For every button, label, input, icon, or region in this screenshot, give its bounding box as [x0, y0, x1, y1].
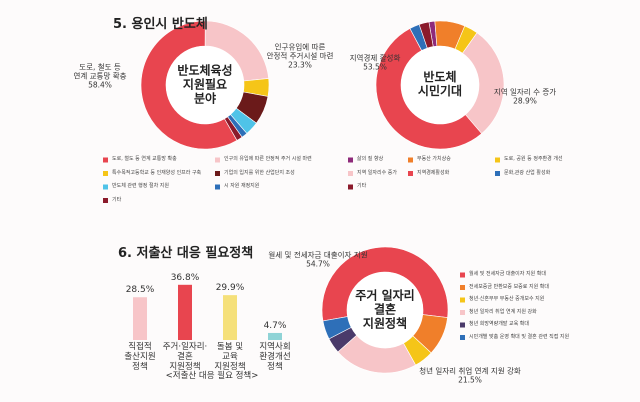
- legend-swatch: [348, 157, 353, 163]
- legend-swatch: [495, 157, 500, 163]
- legend-swatch: [103, 184, 108, 190]
- bar: [133, 297, 147, 340]
- legend-swatch: [460, 285, 465, 290]
- legend-swatch: [348, 171, 353, 176]
- legend-label: 기타: [112, 196, 122, 203]
- donut-hole: [166, 46, 244, 124]
- legend-label: 삶의 질 향상: [357, 156, 384, 163]
- legend-swatch: [215, 184, 220, 190]
- legend-label: 지역경제활성화: [417, 169, 450, 176]
- value-label: 23.3%: [288, 60, 312, 70]
- category-label: 직접적 출산지원 정책: [124, 342, 156, 372]
- section-title: 5. 용인시 반도체: [113, 17, 208, 32]
- callout-label: 청년 일자리 취업 연계 지원 강화: [419, 366, 521, 376]
- legend-label: 청년 희망역량개발 교육 확대: [469, 321, 529, 328]
- value-label: 54.7%: [306, 259, 330, 269]
- bar: [178, 284, 192, 340]
- value-label: 53.5%: [363, 62, 387, 72]
- legend-swatch: [460, 272, 465, 278]
- legend-label: 인구의 유입에 따른 안정적 주거 시설 마련: [224, 156, 312, 163]
- legend-swatch: [103, 171, 108, 176]
- donut-hole: [401, 46, 479, 124]
- category-label: 지역사회 환경개선 정책: [259, 342, 291, 372]
- center-label: 반도체육성 지원필요 분야: [177, 63, 233, 105]
- legend-label: 도로, 철도 등 연계 교통망 확충: [112, 156, 177, 163]
- legend-swatch: [495, 171, 500, 176]
- legend-label: 지역 일자리수 증가: [357, 169, 397, 176]
- value-label: 36.8%: [170, 272, 200, 283]
- legend-label: 기타: [357, 183, 367, 190]
- legend-swatch: [103, 157, 108, 163]
- legend-swatch: [408, 157, 413, 163]
- bar: [223, 295, 237, 340]
- center-label: 반도체 시민기대: [417, 70, 463, 98]
- legend-swatch: [348, 184, 353, 190]
- legend-swatch: [103, 198, 108, 203]
- legend-swatch: [460, 335, 465, 340]
- legend-swatch: [460, 297, 465, 303]
- legend-label: 월세 및 전세자금 대출이자 지원 확대: [469, 271, 546, 278]
- legend-label: 기업의 입지를 위한 산업단지 조성: [224, 169, 295, 176]
- callout-label: 인구유입에 따른 안정적 주거시설 마련: [266, 42, 334, 60]
- callout-label: 월세 및 전세자금 대출이자 지원: [268, 250, 368, 260]
- value-label: 58.4%: [88, 80, 112, 90]
- legend-label: 청년 일자리 취업 연계 지원 강화: [469, 308, 537, 315]
- category-label: 주거·일자리· 결혼 지원정책: [162, 342, 208, 372]
- legend-label: 시 자원 재정지원: [224, 183, 260, 190]
- legend-swatch: [460, 322, 465, 328]
- category-label: 돌봄 및 교육 지원정책: [214, 342, 246, 372]
- callout-label: 지역경제 활성화: [349, 53, 401, 63]
- legend-label: 문화,관광 산업 활성화: [504, 169, 551, 176]
- legend-label: 전세보증금 반환보증 보증료 지원 확대: [469, 283, 549, 290]
- legend-label: 시민개별 맞춤 운영 확대 및 결혼 관련 직접 지원: [469, 333, 570, 340]
- value-label: 28.9%: [513, 96, 537, 106]
- legend-label: 부동산 가치상승: [417, 156, 451, 163]
- value-label: 28.5%: [125, 285, 155, 296]
- legend-swatch: [408, 171, 413, 176]
- section-title: 6. 저출산 대응 필요정책: [118, 246, 254, 261]
- legend-swatch: [215, 157, 220, 163]
- value-label: 29.9%: [215, 282, 245, 293]
- center-label: 주거 일자리 결혼 지원정책: [355, 288, 415, 330]
- legend-label: 특수목적고등학교 등 인재양성 인프라 구축: [112, 169, 202, 176]
- legend-label: 청년·신혼부부 부동산 중개보수 지원: [469, 296, 545, 303]
- donut-hole: [347, 272, 423, 348]
- chart-caption: <저출산 대응 필요 정책>: [165, 371, 259, 382]
- callout-label: 도로, 철도 등 연계 교통망 확충: [73, 62, 127, 80]
- value-label: 21.5%: [458, 375, 482, 385]
- legend-swatch: [215, 171, 220, 176]
- legend-swatch: [460, 310, 465, 315]
- callout-label: 지역 일자리 수 증가: [493, 87, 557, 97]
- bar: [268, 332, 282, 340]
- legend-label: 도로, 공원 등 정주환경 개선: [504, 156, 563, 163]
- value-label: 4.7%: [263, 320, 287, 331]
- legend-label: 반도체 관련 행정 절차 지원: [112, 183, 169, 190]
